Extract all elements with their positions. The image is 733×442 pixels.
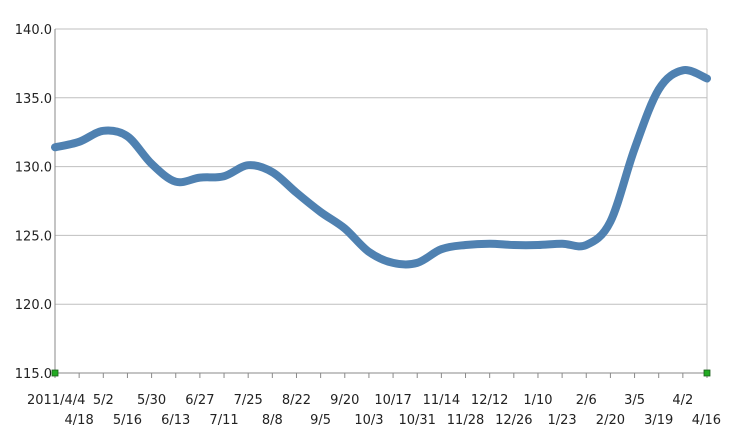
data-point (440, 248, 442, 250)
x-tick-label: 1/10 (523, 393, 552, 408)
data-point (296, 192, 297, 194)
y-tick-label: 130.0 (15, 161, 52, 176)
x-tick-label: 7/25 (234, 393, 263, 408)
x-tick-label: 9/20 (330, 393, 359, 408)
x-tick-label: 9/5 (310, 413, 331, 428)
x-tick-label: 4/2 (672, 393, 693, 408)
data-point (561, 243, 563, 245)
data-point (465, 244, 466, 246)
data-point (247, 164, 249, 166)
data-point (489, 243, 491, 245)
data-point (416, 262, 418, 264)
data-point (344, 228, 346, 229)
data-point (537, 244, 539, 246)
data-point (634, 148, 636, 150)
y-tick-label: 125.0 (15, 229, 52, 244)
data-point (271, 171, 273, 173)
y-tick-label: 135.0 (15, 92, 52, 107)
y-axis-ticks: 115.0 120.0 125.0 130.0 135.0 140.0 (15, 23, 52, 382)
x-tick-label: 11/28 (447, 413, 484, 428)
data-point (585, 244, 587, 246)
data-point (368, 251, 370, 253)
y-tick-label: 140.0 (15, 23, 52, 38)
axes (54, 29, 708, 374)
x-tick-label: 6/13 (161, 413, 190, 428)
axis-end-marker (703, 369, 711, 377)
x-tick-label: 3/19 (644, 413, 673, 428)
data-point (223, 175, 225, 177)
data-point (199, 177, 201, 179)
x-tick-label: 11/14 (423, 393, 460, 408)
data-point (102, 130, 104, 132)
x-tick-label: 7/11 (209, 413, 238, 428)
x-tick-label: 5/30 (137, 393, 166, 408)
x-tick-label: 6/27 (185, 393, 214, 408)
data-point (126, 135, 128, 137)
x-tick-label: 3/5 (624, 393, 645, 408)
series-line (51, 66, 711, 269)
x-tick-label: 4/18 (65, 413, 94, 428)
x-tick-label: 5/16 (113, 413, 142, 428)
data-point (175, 181, 177, 183)
data-point (682, 69, 684, 71)
series-group (51, 66, 711, 269)
x-tick-label: 2011/4/4 (27, 393, 85, 408)
x-tick-label: 12/12 (471, 393, 508, 408)
data-point (54, 146, 56, 148)
x-tick-label: 2/20 (596, 413, 625, 428)
x-tick-label: 5/2 (93, 393, 114, 408)
marker-group (51, 369, 711, 377)
x-tick-label: 12/26 (495, 413, 532, 428)
x-tick-label: 10/17 (374, 393, 411, 408)
data-point (513, 244, 515, 246)
x-axis-ticks: 2011/4/4 4/18 5/2 5/16 5/30 6/13 6/27 7/11 7/25 8… (27, 373, 721, 428)
x-tick-label: 8/22 (282, 393, 311, 408)
x-tick-label: 2/6 (576, 393, 597, 408)
data-point (706, 78, 708, 79)
x-tick-label: 8/8 (262, 413, 283, 428)
x-tick-label: 10/3 (354, 413, 383, 428)
data-point (320, 211, 322, 213)
y-tick-label: 120.0 (15, 298, 52, 313)
data-point (392, 262, 394, 264)
y-tick-label: 115.0 (15, 367, 52, 382)
data-point (78, 141, 80, 143)
data-point (609, 221, 611, 223)
axis-end-marker (51, 369, 59, 377)
x-tick-label: 10/31 (398, 413, 435, 428)
data-point (151, 163, 153, 165)
x-tick-label: 1/23 (548, 413, 577, 428)
x-tick-label: 4/16 (692, 413, 721, 428)
data-point (658, 89, 660, 90)
